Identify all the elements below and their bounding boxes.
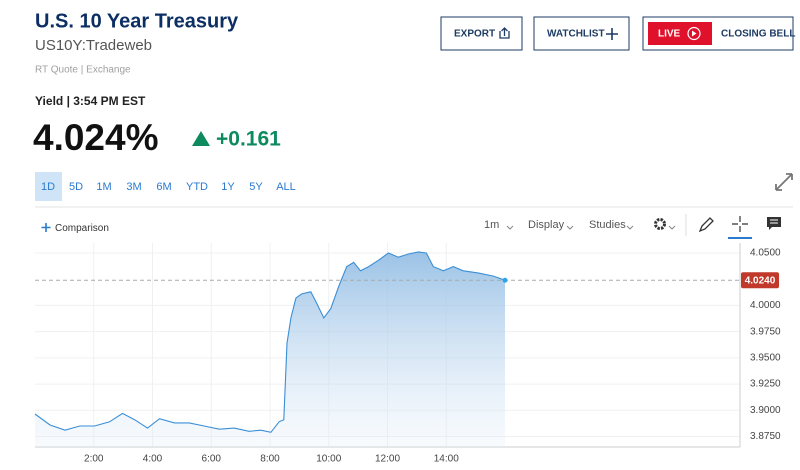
up-arrow bbox=[192, 131, 210, 146]
x-tick-label: 10:00 bbox=[316, 454, 341, 465]
area-fill bbox=[35, 251, 505, 447]
price-change: +0.161 bbox=[216, 128, 281, 151]
range-label: ALL bbox=[276, 181, 296, 193]
x-tick-label: 8:00 bbox=[260, 454, 280, 465]
range-button[interactable]: 1M bbox=[96, 181, 111, 193]
y-tick-label: 4.0500 bbox=[750, 248, 781, 259]
x-tick-label: 6:00 bbox=[202, 454, 222, 465]
interval[interactable]: 1m bbox=[484, 219, 499, 231]
x-tick-label: 12:00 bbox=[375, 454, 400, 465]
symbol: US10Y:Tradeweb bbox=[35, 37, 152, 54]
y-tick-label: 3.8750 bbox=[750, 431, 781, 442]
range-label: YTD bbox=[186, 181, 208, 193]
last-price: 4.024% bbox=[33, 117, 159, 158]
crosshair-icon[interactable] bbox=[728, 216, 752, 239]
range-button[interactable]: 6M bbox=[156, 181, 171, 193]
range-button[interactable]: YTD bbox=[186, 181, 208, 193]
quote-label: Yield | 3:54 PM EST bbox=[35, 94, 146, 108]
range-label: 1Y bbox=[221, 181, 235, 193]
range-label: 6M bbox=[156, 181, 171, 193]
y-tick-label: 3.9500 bbox=[750, 352, 781, 363]
range-button[interactable]: 5D bbox=[69, 181, 83, 193]
x-tick-label: 14:00 bbox=[434, 454, 459, 465]
price-line bbox=[34, 251, 506, 433]
comparison-label: Comparison bbox=[55, 223, 109, 234]
range-selector: 1D 5D 1M 3M 6M YTD 1Y 5Y ALL bbox=[35, 172, 296, 201]
chevron bbox=[626, 225, 634, 230]
last-value-badge bbox=[741, 272, 779, 289]
title: U.S. 10 Year Treasury bbox=[35, 10, 239, 32]
source: RT Quote | Exchange bbox=[35, 65, 131, 76]
range-button[interactable]: ALL bbox=[276, 181, 296, 193]
x-tick-label: 2:00 bbox=[84, 454, 104, 465]
y-tick-label: 4.0000 bbox=[750, 300, 781, 311]
draw-icon[interactable] bbox=[698, 217, 714, 233]
export-label: EXPORT bbox=[454, 29, 495, 40]
chevron bbox=[506, 225, 514, 230]
comparison-button[interactable]: Comparison bbox=[41, 223, 109, 234]
display[interactable]: Display bbox=[528, 219, 565, 231]
range-label: 1D bbox=[41, 181, 55, 193]
chevron bbox=[566, 225, 574, 230]
x-tick-label: 4:00 bbox=[143, 454, 163, 465]
range-label: 5D bbox=[69, 181, 83, 193]
last-point bbox=[502, 277, 508, 283]
range-button[interactable]: 1D bbox=[35, 172, 62, 201]
range-button[interactable]: 3M bbox=[126, 181, 141, 193]
y-tick-label: 3.9000 bbox=[750, 405, 781, 416]
range-label: 3M bbox=[126, 181, 141, 193]
range-button[interactable]: 5Y bbox=[249, 181, 263, 193]
comment-icon[interactable] bbox=[767, 217, 781, 230]
y-tick-label: 3.9250 bbox=[750, 379, 781, 390]
settings-icon[interactable] bbox=[654, 218, 676, 230]
export-button[interactable]: EXPORT bbox=[440, 16, 523, 51]
range-selected-bg bbox=[35, 172, 62, 201]
watchlist-button[interactable]: WATCHLIST bbox=[533, 16, 630, 51]
range-button[interactable]: 1Y bbox=[221, 181, 235, 193]
live-button[interactable]: LIVE CLOSING BELL bbox=[642, 16, 795, 51]
live-label: LIVE bbox=[658, 29, 681, 40]
expand-icon[interactable] bbox=[775, 173, 793, 191]
price-chart: 2:00 4:00 6:00 8:00 10:00 12:00 14:00 3.8750 3.9… bbox=[34, 243, 781, 465]
y-tick-label: 3.9750 bbox=[750, 326, 781, 337]
range-label: 1M bbox=[96, 181, 111, 193]
last-value-label: 4.0240 bbox=[745, 275, 776, 286]
range-label: 5Y bbox=[249, 181, 263, 193]
watchlist-label: WATCHLIST bbox=[547, 29, 605, 40]
closing-bell-label: CLOSING BELL bbox=[721, 29, 795, 40]
studies[interactable]: Studies bbox=[589, 219, 626, 231]
